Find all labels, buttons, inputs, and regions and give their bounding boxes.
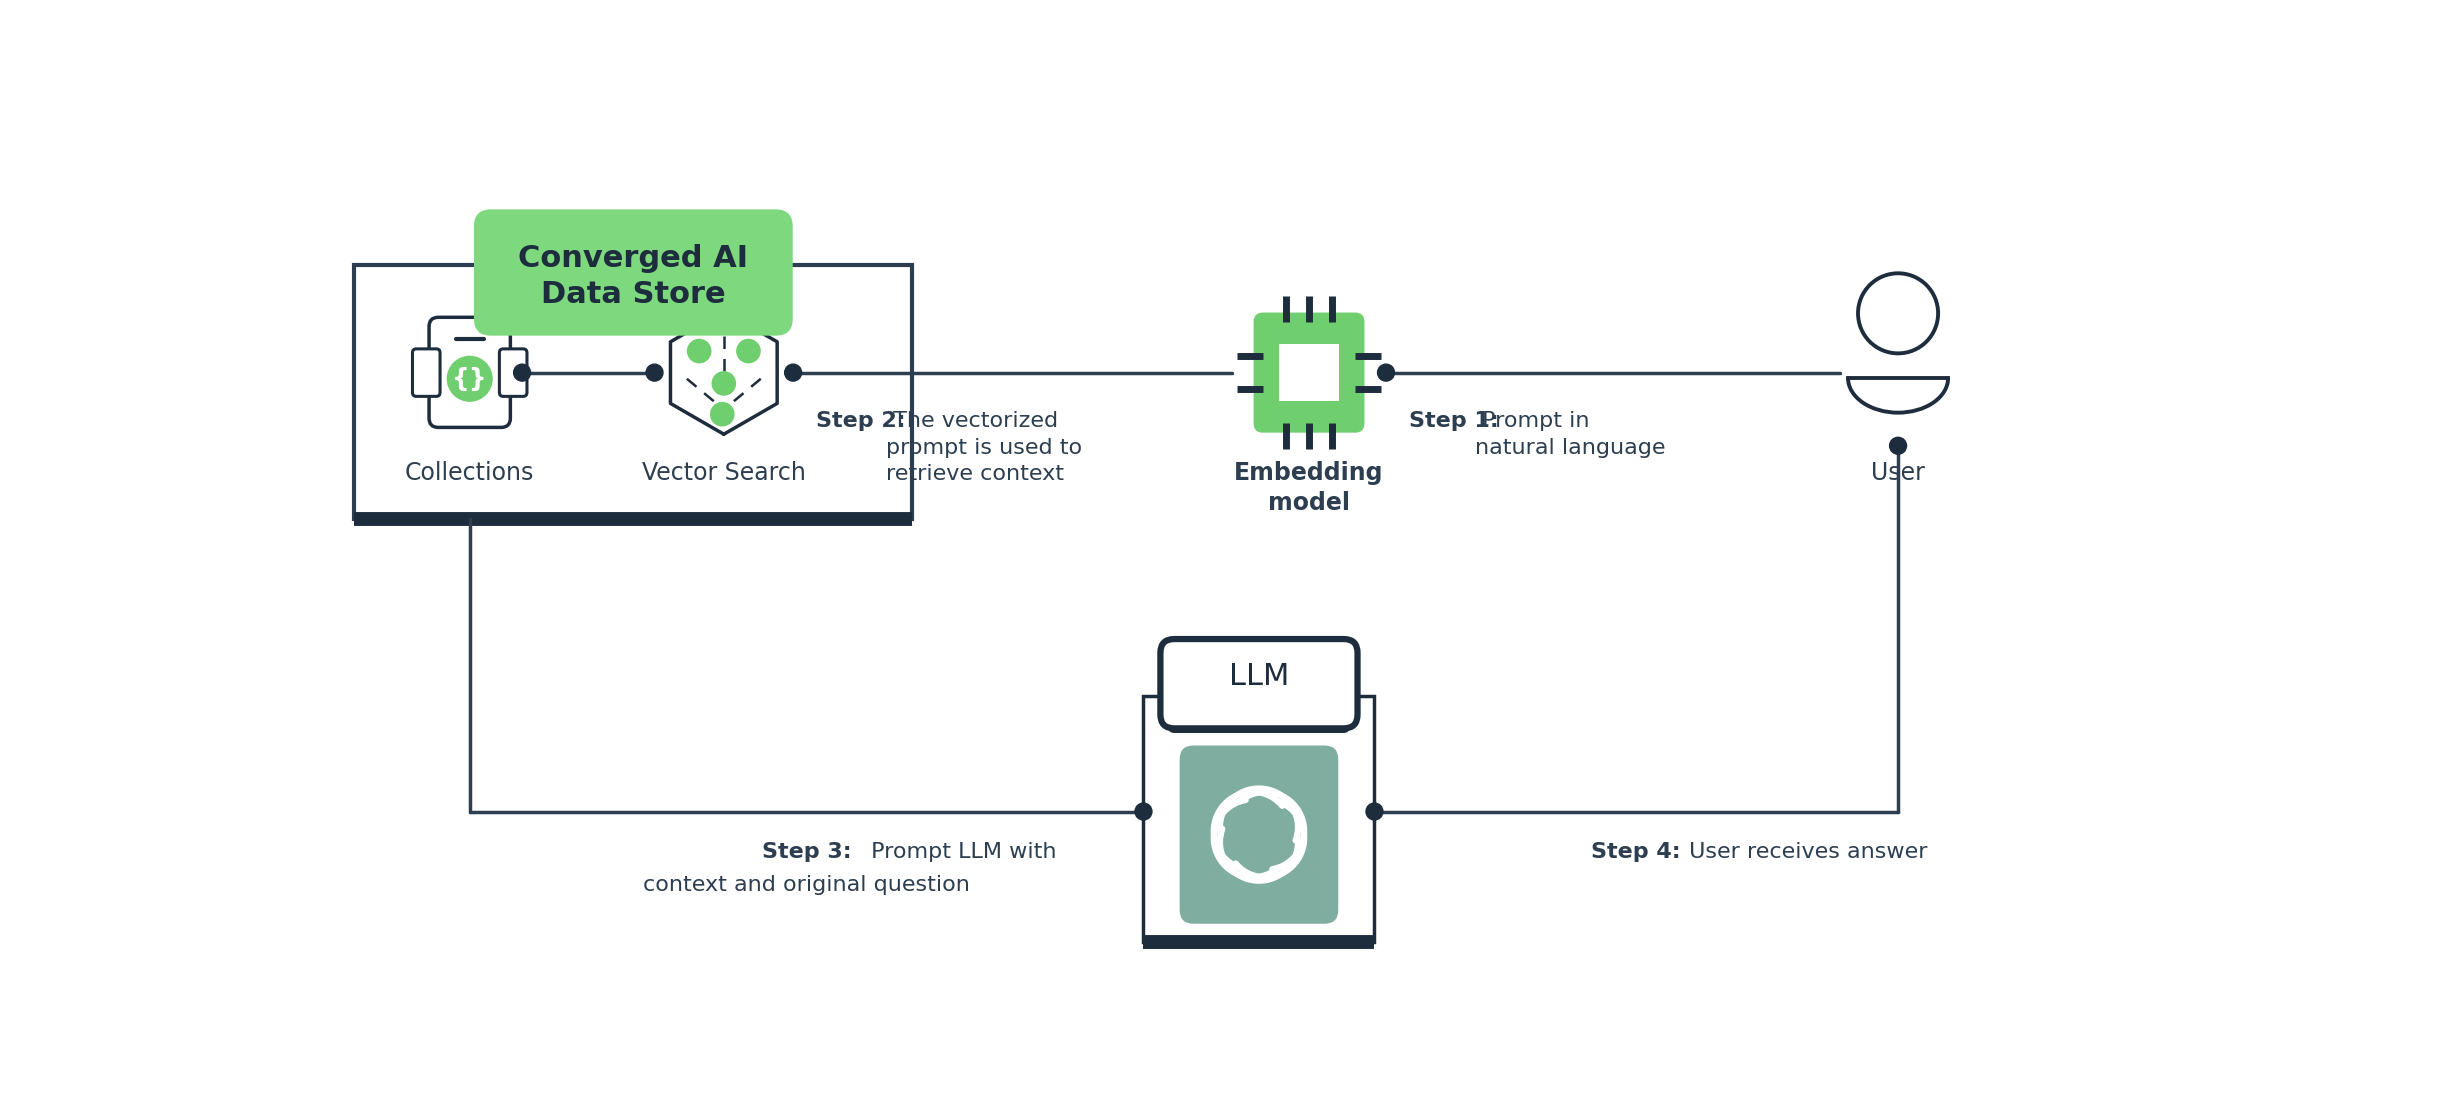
Text: Step 4:: Step 4: <box>1592 843 1680 863</box>
Text: The vectorized
prompt is used to
retrieve context: The vectorized prompt is used to retriev… <box>885 411 1081 484</box>
Circle shape <box>1859 273 1937 354</box>
Text: Converged AI
Data Store: Converged AI Data Store <box>519 244 748 309</box>
Text: context and original question: context and original question <box>643 875 971 895</box>
Circle shape <box>1377 364 1394 381</box>
FancyBboxPatch shape <box>428 317 511 427</box>
FancyBboxPatch shape <box>499 349 526 396</box>
FancyBboxPatch shape <box>355 264 912 519</box>
Circle shape <box>514 364 531 381</box>
FancyBboxPatch shape <box>1167 645 1350 706</box>
Ellipse shape <box>448 356 492 402</box>
Ellipse shape <box>736 339 761 364</box>
Text: Embedding
model: Embedding model <box>1235 461 1384 514</box>
Text: Step 2:: Step 2: <box>817 411 905 431</box>
FancyBboxPatch shape <box>475 210 793 336</box>
FancyBboxPatch shape <box>413 349 440 396</box>
Text: Prompt LLM with: Prompt LLM with <box>863 843 1057 863</box>
Text: User: User <box>1871 461 1925 485</box>
FancyBboxPatch shape <box>1179 745 1338 924</box>
Ellipse shape <box>712 372 736 396</box>
FancyBboxPatch shape <box>1169 677 1350 733</box>
Circle shape <box>1891 437 1905 454</box>
Text: Step 3:: Step 3: <box>761 843 851 863</box>
Text: Prompt in
natural language: Prompt in natural language <box>1475 411 1666 458</box>
Text: Step 1:: Step 1: <box>1409 411 1499 431</box>
Text: User receives answer: User receives answer <box>1683 843 1927 863</box>
Text: Collections: Collections <box>406 461 533 485</box>
Ellipse shape <box>709 402 734 426</box>
Circle shape <box>785 364 802 381</box>
FancyBboxPatch shape <box>1159 639 1358 729</box>
Text: Vector Search: Vector Search <box>641 461 805 485</box>
Circle shape <box>1365 804 1382 820</box>
FancyBboxPatch shape <box>1255 312 1365 433</box>
FancyBboxPatch shape <box>1279 344 1338 401</box>
Circle shape <box>646 364 663 381</box>
FancyBboxPatch shape <box>1142 696 1375 942</box>
Text: {}: {} <box>453 367 487 391</box>
Text: LLM: LLM <box>1228 662 1289 691</box>
Ellipse shape <box>687 339 712 364</box>
Circle shape <box>1135 804 1152 820</box>
